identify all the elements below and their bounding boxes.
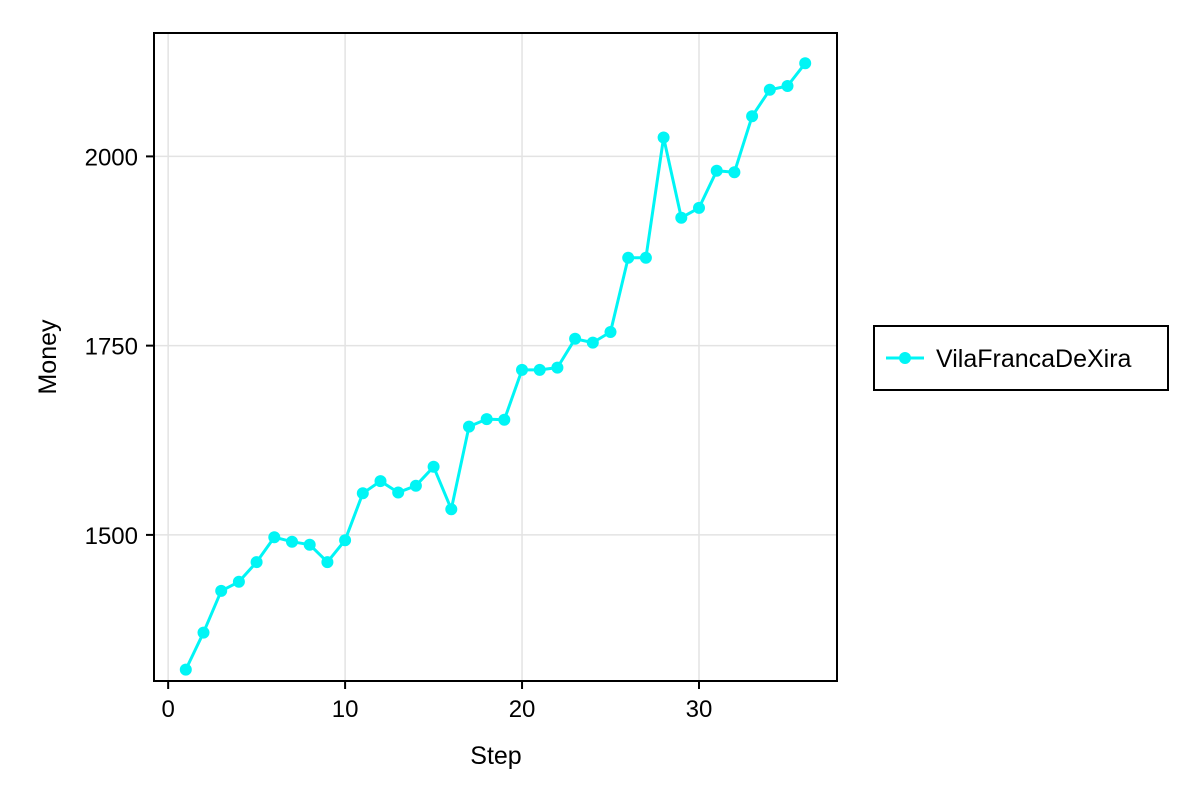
data-point <box>232 575 245 588</box>
x-axis-title: Step <box>470 742 521 770</box>
x-tick-label: 0 <box>161 696 174 723</box>
legend: VilaFrancaDeXira <box>873 325 1169 391</box>
data-point <box>250 556 263 569</box>
data-point <box>286 535 298 548</box>
data-point <box>409 479 422 492</box>
data-point <box>356 487 369 500</box>
data-point <box>463 420 475 433</box>
y-tick-label: 1500 <box>85 523 138 550</box>
data-point <box>710 164 723 177</box>
plot-area-frame <box>153 32 838 682</box>
x-tick-label: 20 <box>509 696 536 723</box>
data-point <box>303 538 316 551</box>
series-line <box>184 62 807 671</box>
data-point <box>763 83 776 96</box>
data-point <box>374 475 387 488</box>
data-point <box>498 413 511 426</box>
data-point <box>480 413 493 426</box>
data-point <box>551 361 564 374</box>
data-point <box>516 363 528 376</box>
data-point <box>639 251 652 264</box>
data-point <box>339 534 352 547</box>
y-tick-label: 2000 <box>85 144 138 171</box>
data-point <box>693 201 705 214</box>
x-tick-label: 30 <box>686 696 713 723</box>
grid-lines <box>154 33 837 681</box>
data-point <box>445 503 458 516</box>
series-layer <box>179 57 812 676</box>
axis-ticks: 0 10 20 30 1500 1750 2000 <box>85 144 713 723</box>
y-tick-label: 1750 <box>85 334 138 361</box>
data-point <box>569 332 582 345</box>
data-point <box>675 211 688 224</box>
data-point <box>622 251 635 264</box>
data-point <box>604 326 617 338</box>
x-tick-label: 10 <box>332 696 359 723</box>
data-point <box>799 57 812 70</box>
data-point <box>268 531 281 544</box>
data-point <box>586 336 599 349</box>
data-point <box>657 131 670 144</box>
data-point <box>197 626 210 639</box>
data-point <box>392 486 405 499</box>
data-point <box>179 663 192 676</box>
data-point <box>427 460 440 473</box>
legend-series-label: VilaFrancaDeXira <box>936 345 1132 373</box>
y-axis-title: Money <box>34 319 62 395</box>
data-point <box>533 363 546 376</box>
data-point <box>728 166 741 179</box>
data-point <box>746 110 759 123</box>
data-point <box>215 584 228 597</box>
data-point <box>781 80 794 92</box>
data-point <box>321 556 334 569</box>
legend-series-marker <box>899 352 911 364</box>
